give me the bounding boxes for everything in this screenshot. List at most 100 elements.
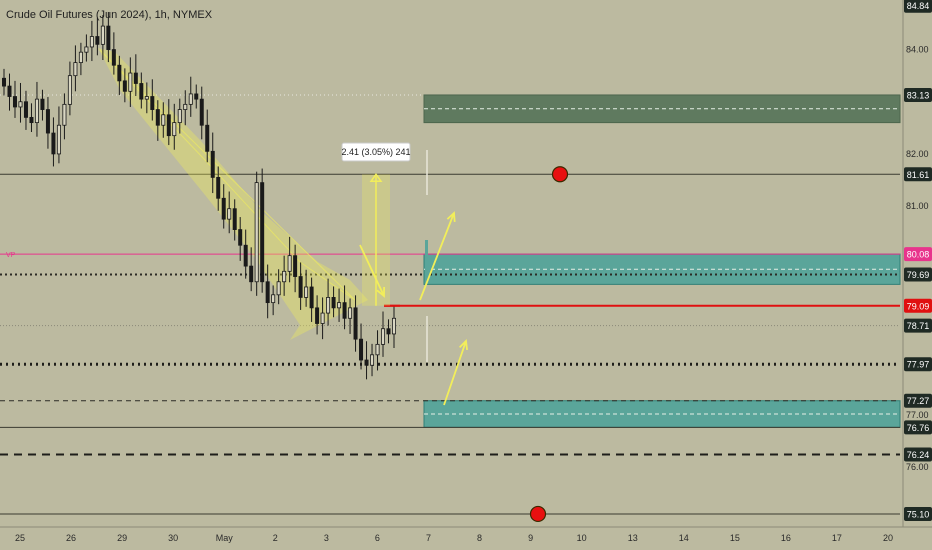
price-badge-label: 77.97 [907,360,930,370]
candle-body [265,281,270,304]
x-tick-label: 16 [781,533,791,543]
measure-arrowhead [369,172,383,183]
price-badge-label: 79.09 [907,301,930,311]
candle-body [144,96,149,100]
candle-body [331,297,336,309]
price-badge-label: 76.76 [907,423,930,433]
yellow-down-channel [98,48,368,340]
x-tick-label: 13 [628,533,638,543]
y-tick-label: 81.00 [906,201,929,211]
candle-body [45,109,50,134]
candle-body [364,359,369,366]
x-tick-label: 10 [577,533,587,543]
candle-body [133,72,138,84]
symbol-title: Crude Oil Futures (Jun 2024), 1h, NYMEX [6,9,213,21]
yellow-arrow-down [359,244,385,297]
candle-body [73,62,78,77]
candle-body [122,80,127,92]
candle-body [375,343,380,356]
x-tick-label: 30 [168,533,178,543]
candle-body [287,255,292,272]
candle-body [260,182,265,283]
y-tick-label: 76.00 [906,462,929,472]
y-tick-label: 77.00 [906,410,929,420]
candle-body [62,103,67,126]
x-tick-label: 3 [324,533,329,543]
price-badge [904,0,932,13]
measure-tooltip [341,142,411,162]
candle-body [254,182,259,283]
candle-body [84,46,89,53]
price-badge [904,393,932,408]
candle-body [386,328,391,335]
y-tick-label: 82.00 [906,149,929,159]
candle-body [276,281,281,296]
price-badge-label: 77.27 [907,396,930,406]
price-badge-label: 84.84 [907,1,930,11]
candle-body [353,307,358,340]
candle-body [7,85,12,97]
candle-body [381,328,386,345]
candle-body [29,117,34,124]
x-tick-label: 7 [426,533,431,543]
candle-body [100,25,105,45]
price-badge-label: 75.10 [907,509,930,519]
candle-body [282,270,287,283]
measure-tooltip-label: 2.41 (3.05%) 241 [341,147,410,157]
candle-body [199,98,204,126]
candle-body [304,286,309,298]
candle-body [243,244,248,267]
candle-body [359,338,364,361]
price-badge [904,167,932,182]
price-badge [904,318,932,333]
candle-body [51,132,56,155]
yellow-channel-outline [99,49,356,301]
x-tick-label: 25 [15,533,25,543]
price-badge [904,447,932,462]
candle-body [205,124,210,152]
price-badge [904,87,932,102]
candle-body [23,101,28,118]
candle-body [249,265,254,283]
candle-body [67,75,72,105]
candle-body [177,109,182,124]
x-tick-label: 6 [375,533,380,543]
candle-body [298,276,303,298]
candle-body [188,93,193,105]
x-tick-label: 14 [679,533,689,543]
projection-candle [425,240,428,276]
price-badge [904,298,932,313]
candle-body [221,197,226,220]
x-tick-label: May [216,533,234,543]
price-badge-label: 79.69 [907,270,930,280]
yellow-arrow-up-upper-head [446,211,456,223]
x-tick-label: 29 [117,533,127,543]
candle-body [326,297,331,314]
candle-body [227,208,232,220]
yellow-arrow-down-head [376,286,385,298]
candle-body [139,83,144,100]
candle-body [106,25,111,50]
candle-body [315,307,320,324]
x-tick-label: 2 [273,533,278,543]
price-badge-label: 83.13 [907,90,930,100]
candle-body [18,101,23,108]
x-tick-label: 9 [528,533,533,543]
candle-body [348,307,353,319]
price-badge [904,357,932,372]
x-tick-label: 26 [66,533,76,543]
x-tick-label: 8 [477,533,482,543]
candle-body [56,124,61,155]
x-tick-label: 20 [883,533,893,543]
candle-body [34,98,39,124]
candle-body [172,122,177,137]
candle-body [155,109,160,126]
price-badge-label: 78.71 [907,321,930,331]
candle-body [210,150,215,178]
candle-body [194,93,199,100]
candle-body [40,98,45,110]
yellow-arrow-up-upper [419,212,455,301]
candle-body [12,96,17,108]
